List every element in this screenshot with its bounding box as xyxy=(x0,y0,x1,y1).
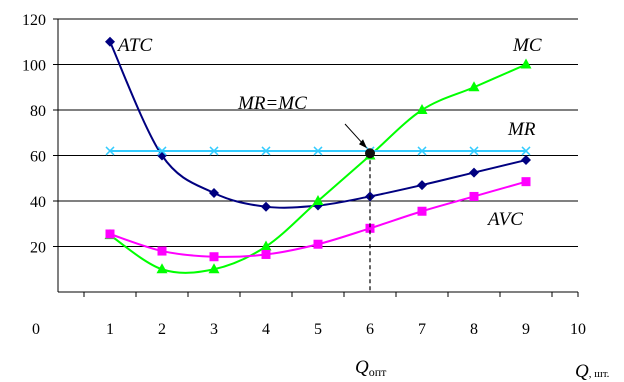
origin-label: 0 xyxy=(32,321,40,338)
y-tick-label: 100 xyxy=(22,58,46,75)
point-mr-5 xyxy=(313,146,323,156)
point-atc-8 xyxy=(469,167,479,178)
series-label-atc: ATC xyxy=(116,35,152,56)
x-tick-label: 10 xyxy=(570,321,586,338)
x-axis-label: Q, шт. xyxy=(575,361,610,382)
point-mr-7-b xyxy=(417,146,427,156)
point-avc-9 xyxy=(521,177,531,187)
point-mr-4-b xyxy=(261,146,271,156)
x-tick-label: 5 xyxy=(314,321,322,338)
series-mr xyxy=(105,146,531,156)
point-avc-7 xyxy=(417,206,427,216)
series-avc xyxy=(105,177,531,262)
point-mc-8 xyxy=(468,81,480,92)
point-avc-4 xyxy=(261,249,271,259)
x-tick-label: 3 xyxy=(210,321,218,338)
point-mr-7 xyxy=(417,146,427,156)
point-avc-6 xyxy=(365,223,375,233)
x-tick-label: 8 xyxy=(470,321,478,338)
optimum-arrowhead xyxy=(359,139,367,149)
y-tick-label: 80 xyxy=(30,103,46,120)
point-mr-2 xyxy=(157,146,167,156)
axes xyxy=(53,18,579,297)
point-mr-5-b xyxy=(313,146,323,156)
x-axis-label-main: Q xyxy=(575,361,589,382)
point-avc-2 xyxy=(157,246,167,256)
point-mr-3 xyxy=(209,146,219,156)
series-label-mc: MC xyxy=(512,35,542,56)
x-tick-label: 4 xyxy=(262,321,270,338)
series-atc xyxy=(105,36,531,212)
x-tick-label: 2 xyxy=(158,321,166,338)
point-avc-1 xyxy=(105,229,115,239)
y-tick-label: 40 xyxy=(30,194,46,211)
point-atc-7 xyxy=(417,180,427,191)
point-mr-8-b xyxy=(469,146,479,156)
point-avc-8 xyxy=(469,191,479,201)
optimum-label: MR=MC xyxy=(237,93,307,114)
point-avc-3 xyxy=(209,252,219,262)
y-tick-label: 20 xyxy=(30,240,46,257)
q-opt-label: Qопт xyxy=(355,357,387,379)
x-tick-label: 6 xyxy=(366,321,374,338)
point-avc-5 xyxy=(313,239,323,249)
x-tick-label: 9 xyxy=(522,321,530,338)
optimum-point xyxy=(365,148,375,159)
grid xyxy=(58,18,578,247)
point-mr-1 xyxy=(105,146,115,156)
series-label-avc: AVC xyxy=(486,209,523,230)
point-mr-9 xyxy=(521,146,531,156)
point-mc-3 xyxy=(208,263,220,274)
point-mr-2-b xyxy=(157,146,167,156)
point-mr-8 xyxy=(469,146,479,156)
x-axis-label-unit: , шт. xyxy=(589,368,610,380)
series-label-mr: MR xyxy=(507,119,536,140)
point-atc-4 xyxy=(261,201,271,212)
y-tick-label: 60 xyxy=(30,149,46,166)
point-atc-9 xyxy=(521,155,531,166)
q-opt-subscript: опт xyxy=(369,365,387,379)
point-mr-4 xyxy=(261,146,271,156)
point-atc-1 xyxy=(105,36,115,47)
series-line-atc xyxy=(109,41,527,209)
q-opt-main: Q xyxy=(355,357,369,378)
point-mc-2 xyxy=(156,263,168,274)
point-mr-1-b xyxy=(105,146,115,156)
point-mc-7 xyxy=(416,104,428,114)
x-tick-label: 1 xyxy=(106,321,114,338)
y-tick-label: 120 xyxy=(22,12,46,29)
series-layer xyxy=(104,36,532,274)
point-mc-9 xyxy=(520,58,532,69)
point-mr-9-b xyxy=(521,146,531,156)
point-mr-3-b xyxy=(209,146,219,156)
point-mc-5 xyxy=(312,195,324,205)
point-mc-4 xyxy=(260,240,272,251)
x-tick-label: 7 xyxy=(418,321,426,338)
point-atc-3 xyxy=(209,188,219,199)
